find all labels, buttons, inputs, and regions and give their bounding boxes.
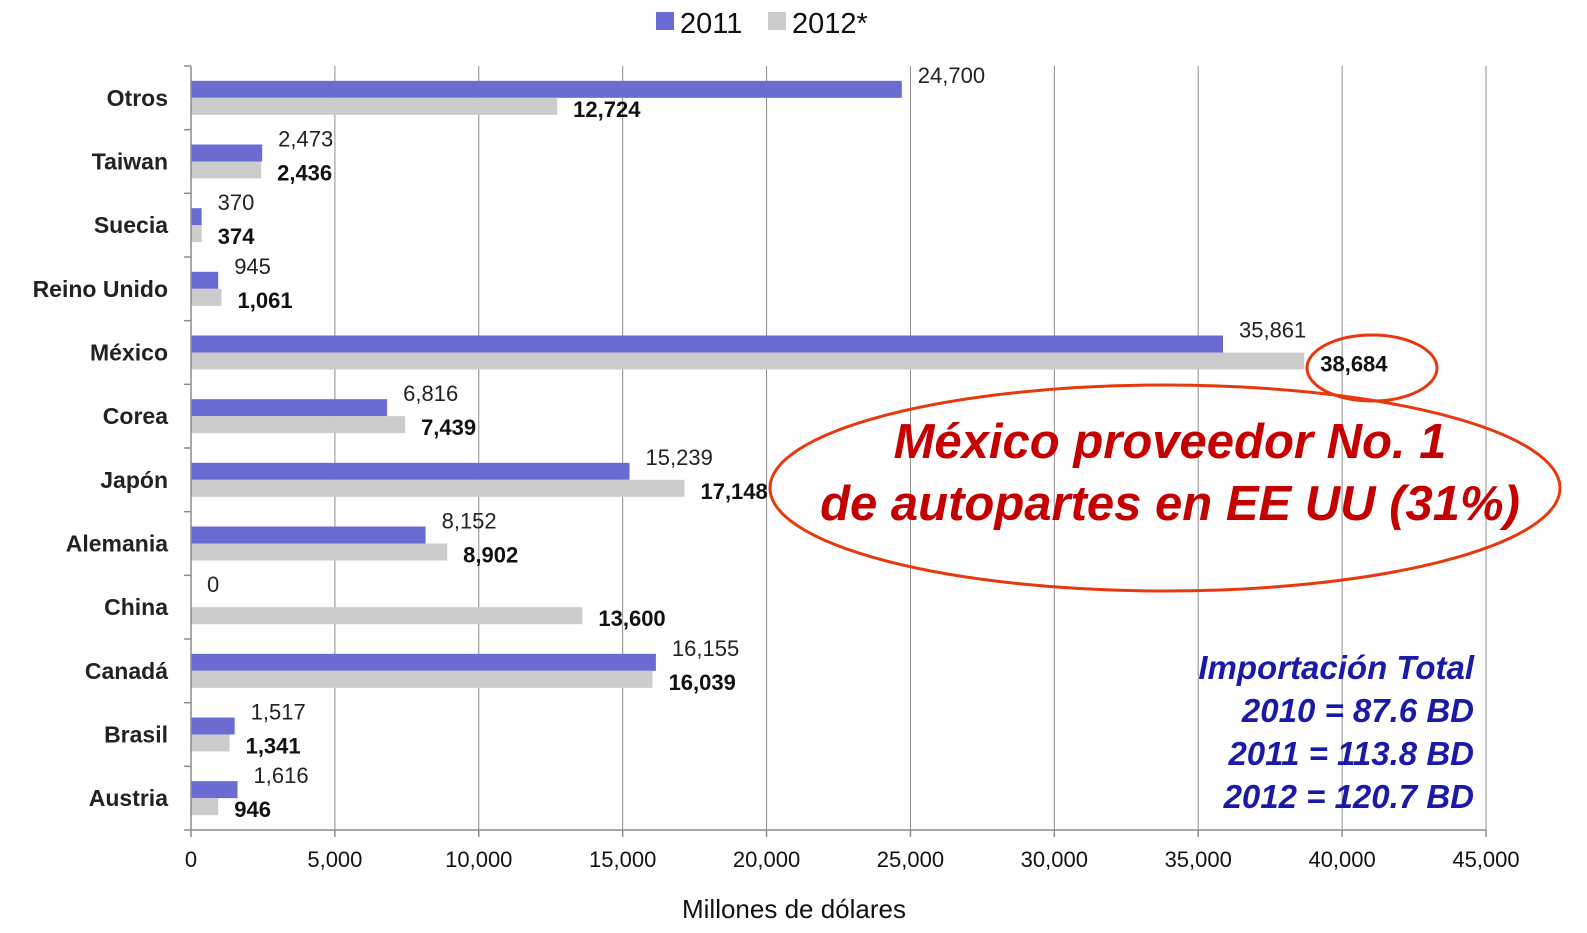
x-tick-label: 5,000: [307, 847, 362, 872]
x-tick-label: 40,000: [1308, 847, 1375, 872]
axes-group: [184, 65, 1487, 837]
bar-2011: [191, 335, 1223, 353]
bar-2011: [191, 80, 902, 98]
bar-2011: [191, 781, 238, 799]
value-labels-group: 24,700 12,724 2,473 2,436 370 374 945 1,061 35,8…: [207, 63, 1388, 822]
data-label-2011: 16,155: [672, 636, 739, 661]
chart-legend: 2011 2012*: [656, 8, 868, 40]
data-label-2012: 2,436: [277, 161, 332, 186]
data-label-2012: 1,061: [238, 288, 293, 313]
bar-2011: [191, 399, 388, 417]
category-label: Canadá: [85, 658, 168, 684]
data-label-2011: 15,239: [646, 445, 713, 470]
bar-2012: [191, 161, 262, 179]
data-label-2011: 0: [207, 572, 219, 597]
x-tick-labels-group: 0 5,000 10,000 15,000 20,000 25,000 30,000 35,0…: [185, 847, 1520, 872]
summary-2012: 2012 = 120.7 BD: [1223, 778, 1474, 815]
import-summary: Importación Total 2010 = 87.6 BD 2011 = …: [1198, 649, 1474, 815]
category-label: Alemania: [66, 531, 168, 557]
data-label-2012: 1,341: [246, 734, 301, 759]
category-label: Japón: [100, 467, 168, 493]
category-label: México: [90, 340, 168, 366]
x-tick-label: 35,000: [1165, 847, 1232, 872]
x-tick-label: 30,000: [1021, 847, 1088, 872]
callout-line-1: México proveedor No. 1: [894, 415, 1447, 469]
legend-swatch-2012: [768, 12, 786, 30]
data-label-2012: 13,600: [598, 606, 665, 631]
category-label: Reino Unido: [33, 276, 168, 302]
callout-annotation: México proveedor No. 1 de autopartes en …: [768, 333, 1562, 593]
data-label-2011: 8,152: [442, 509, 497, 534]
x-tick-label: 10,000: [445, 847, 512, 872]
category-label: Corea: [103, 403, 168, 429]
bar-2011: [191, 653, 656, 671]
category-label: Austria: [89, 785, 168, 811]
bar-2012: [191, 670, 653, 688]
bar-2012: [191, 225, 202, 243]
legend-label-2012: 2012*: [792, 8, 868, 40]
bar-2011: [191, 271, 219, 289]
bar-2012: [191, 288, 222, 306]
category-labels-group: Otros Taiwan Suecia Reino Unido México Corea J…: [33, 85, 169, 811]
data-label-2012: 12,724: [573, 97, 641, 122]
summary-2010: 2010 = 87.6 BD: [1241, 692, 1474, 729]
bar-2012: [191, 97, 558, 115]
x-tick-label: 15,000: [589, 847, 656, 872]
data-label-2011: 2,473: [278, 127, 333, 152]
summary-title: Importación Total: [1198, 649, 1474, 686]
bar-2012: [191, 416, 406, 434]
bar-2011: [191, 144, 263, 162]
data-label-2012: 16,039: [669, 670, 736, 695]
summary-2011: 2011 = 113.8 BD: [1227, 735, 1474, 772]
bar-2011: [191, 717, 235, 735]
data-label-2011: 24,700: [918, 63, 985, 88]
data-label-2011: 945: [234, 254, 271, 279]
data-label-2012: 946: [234, 797, 271, 822]
x-tick-label: 20,000: [733, 847, 800, 872]
x-tick-label: 0: [185, 847, 197, 872]
category-label: Taiwan: [92, 149, 168, 175]
data-label-2012: 8,902: [463, 543, 518, 568]
category-label: Suecia: [94, 212, 168, 238]
category-label: Otros: [107, 85, 168, 111]
data-label-2012: 38,684: [1320, 352, 1388, 377]
bar-2012: [191, 607, 583, 625]
bar-2012: [191, 352, 1305, 370]
data-label-2012: 7,439: [421, 415, 476, 440]
x-tick-label: 45,000: [1452, 847, 1519, 872]
bar-2012: [191, 479, 685, 497]
bar-2011: [191, 526, 426, 544]
x-tick-label: 25,000: [877, 847, 944, 872]
data-label-2011: 35,861: [1239, 318, 1306, 343]
bar-2011: [191, 208, 202, 226]
data-label-2011: 6,816: [403, 381, 458, 406]
bar-2012: [191, 734, 230, 752]
bars-group: [191, 80, 1305, 816]
bar-2012: [191, 543, 448, 561]
bar-2012: [191, 798, 219, 816]
data-label-2011: 370: [218, 190, 255, 215]
data-label-2012: 17,148: [700, 479, 767, 504]
grid-lines: [334, 66, 1487, 830]
callout-ellipse: [768, 383, 1562, 593]
bar-2011: [191, 462, 630, 480]
data-label-2011: 1,616: [254, 763, 309, 788]
callout-line-2: de autopartes en EE UU (31%): [820, 477, 1520, 531]
data-label-2011: 1,517: [251, 700, 306, 725]
legend-label-2011: 2011: [680, 8, 742, 40]
x-axis-label: Millones de dólares: [682, 894, 906, 924]
data-label-2012: 374: [218, 224, 255, 249]
category-label: China: [104, 594, 168, 620]
category-label: Brasil: [104, 722, 168, 748]
legend-swatch-2011: [656, 12, 674, 30]
